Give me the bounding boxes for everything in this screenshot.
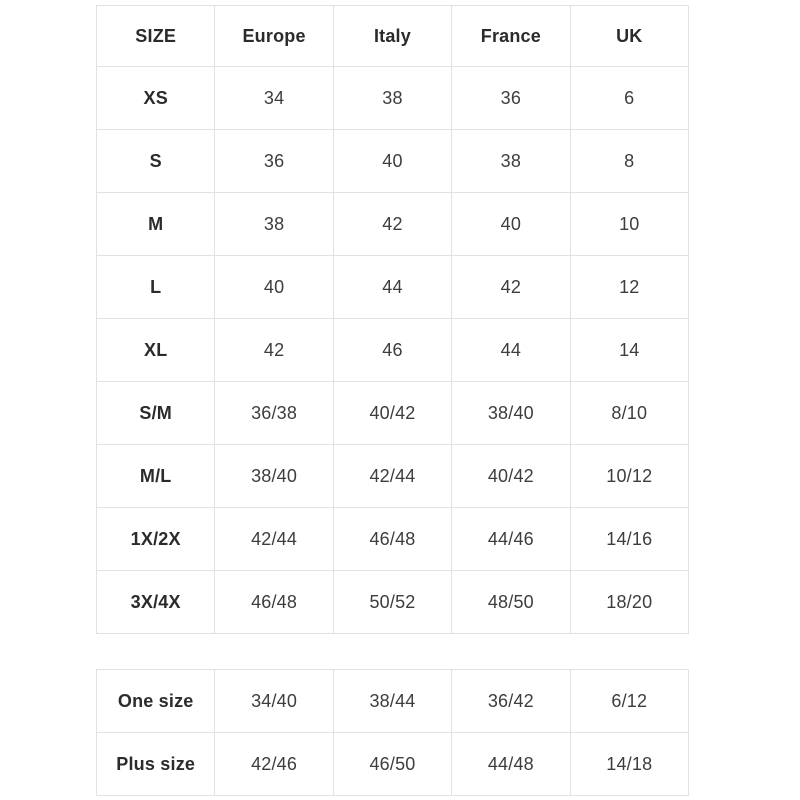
- size-value-cell: 44: [332, 255, 453, 319]
- size-value-cell: 46/48: [214, 570, 334, 634]
- table-row: L 40 44 42 12: [95, 255, 690, 319]
- size-value-cell: 14: [569, 318, 690, 382]
- size-value-cell: 8: [569, 129, 690, 193]
- size-value-cell: 40/42: [451, 444, 571, 508]
- row-label-cell: One size: [95, 669, 216, 733]
- row-label-cell: S/M: [95, 381, 216, 445]
- size-value-cell: 10: [569, 192, 690, 256]
- size-value-cell: 36: [451, 66, 571, 130]
- table-row: M 38 42 40 10: [95, 192, 690, 256]
- size-value-cell: 14/18: [569, 732, 690, 796]
- size-value-cell: 38/44: [332, 669, 453, 733]
- size-value-cell: 48/50: [451, 570, 571, 634]
- special-sizes-table: One size 34/40 38/44 36/42 6/12 Plus size 42/4…: [95, 669, 690, 796]
- size-value-cell: 36/42: [451, 669, 571, 733]
- row-label-cell: XS: [95, 66, 216, 130]
- table-row: S 36 40 38 8: [95, 129, 690, 193]
- size-value-cell: 38: [332, 66, 453, 130]
- size-value-cell: 36: [214, 129, 334, 193]
- size-value-cell: 8/10: [569, 381, 690, 445]
- size-value-cell: 46/48: [332, 507, 453, 571]
- size-value-cell: 38: [451, 129, 571, 193]
- row-label-cell: L: [95, 255, 216, 319]
- header-row: SIZE Europe Italy France UK: [95, 5, 690, 67]
- row-label-cell: Plus size: [95, 732, 216, 796]
- size-value-cell: 42: [451, 255, 571, 319]
- table-row: 1X/2X 42/44 46/48 44/46 14/16: [95, 507, 690, 571]
- row-label-cell: 3X/4X: [95, 570, 216, 634]
- size-value-cell: 46/50: [332, 732, 453, 796]
- size-value-cell: 18/20: [569, 570, 690, 634]
- row-label-cell: XL: [95, 318, 216, 382]
- table-row: 3X/4X 46/48 50/52 48/50 18/20: [95, 570, 690, 634]
- size-table-header: SIZE Europe Italy France UK: [95, 5, 690, 67]
- table-row: M/L 38/40 42/44 40/42 10/12: [95, 444, 690, 508]
- size-value-cell: 42/44: [332, 444, 453, 508]
- size-value-cell: 12: [569, 255, 690, 319]
- table-row: XL 42 46 44 14: [95, 318, 690, 382]
- size-value-cell: 44/46: [451, 507, 571, 571]
- size-value-cell: 6/12: [569, 669, 690, 733]
- size-value-cell: 38: [214, 192, 334, 256]
- table-row: S/M 36/38 40/42 38/40 8/10: [95, 381, 690, 445]
- size-value-cell: 44/48: [451, 732, 571, 796]
- size-value-cell: 40/42: [332, 381, 453, 445]
- row-label-cell: S: [95, 129, 216, 193]
- size-value-cell: 50/52: [332, 570, 453, 634]
- size-table-body: XS 34 38 36 6 S 36 40 38 8 M 38 42 40 10 L 40 44 42 12 XL 42 4…: [95, 66, 690, 634]
- size-value-cell: 42/46: [214, 732, 334, 796]
- size-value-cell: 38/40: [451, 381, 571, 445]
- size-value-cell: 42: [214, 318, 334, 382]
- size-value-cell: 46: [332, 318, 453, 382]
- column-header-italy: Italy: [332, 5, 453, 67]
- table-row: Plus size 42/46 46/50 44/48 14/18: [95, 732, 690, 796]
- size-value-cell: 34: [214, 66, 334, 130]
- size-value-cell: 38/40: [214, 444, 334, 508]
- column-header-uk: UK: [569, 5, 690, 67]
- table-row: XS 34 38 36 6: [95, 66, 690, 130]
- size-value-cell: 40: [214, 255, 334, 319]
- size-value-cell: 36/38: [214, 381, 334, 445]
- column-header-europe: Europe: [214, 5, 334, 67]
- size-value-cell: 10/12: [569, 444, 690, 508]
- size-value-cell: 44: [451, 318, 571, 382]
- size-value-cell: 40: [332, 129, 453, 193]
- size-value-cell: 6: [569, 66, 690, 130]
- size-value-cell: 42/44: [214, 507, 334, 571]
- row-label-cell: M/L: [95, 444, 216, 508]
- column-header-france: France: [451, 5, 571, 67]
- size-value-cell: 40: [451, 192, 571, 256]
- size-value-cell: 42: [332, 192, 453, 256]
- row-label-cell: M: [95, 192, 216, 256]
- table-row: One size 34/40 38/44 36/42 6/12: [95, 669, 690, 733]
- size-conversion-table: SIZE Europe Italy France UK XS 34 38 36 6 S 36…: [95, 5, 690, 634]
- row-label-cell: 1X/2X: [95, 507, 216, 571]
- special-sizes-body: One size 34/40 38/44 36/42 6/12 Plus size 42/4…: [95, 669, 690, 796]
- column-header-size: SIZE: [95, 5, 216, 67]
- size-value-cell: 34/40: [214, 669, 334, 733]
- size-value-cell: 14/16: [569, 507, 690, 571]
